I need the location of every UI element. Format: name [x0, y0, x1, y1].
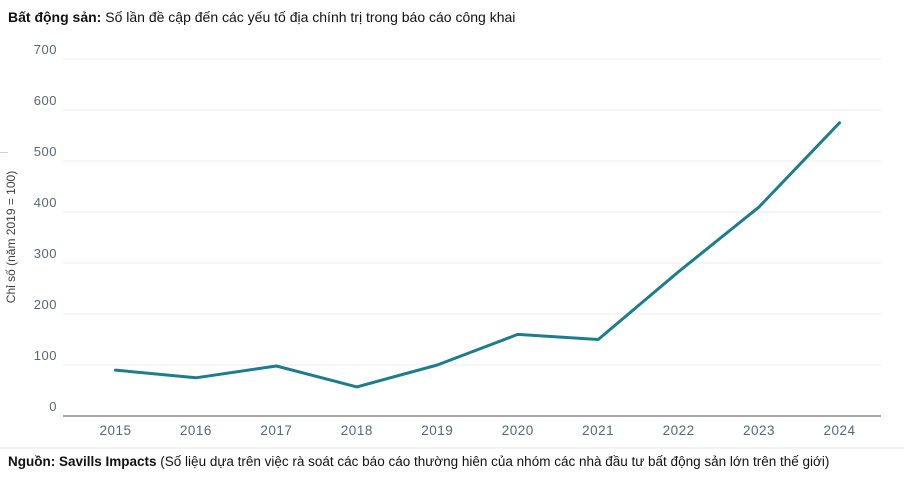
x-tick-label: 2016 — [180, 423, 212, 438]
x-tick-label: 2021 — [582, 423, 614, 438]
y-tick-label: 400 — [34, 195, 57, 210]
source-note-rest: (Số liệu dựa trên việc rà soát các báo c… — [156, 454, 830, 469]
source-note-bold: Nguồn: Savills Impacts — [8, 454, 157, 469]
data-line-series — [114, 121, 841, 389]
x-tick-label: 2020 — [502, 423, 534, 438]
x-tick-label: 2022 — [663, 423, 695, 438]
y-tick-label: 500 — [34, 144, 57, 159]
x-tick-label: 2023 — [743, 423, 775, 438]
y-tick-label: 200 — [34, 297, 57, 312]
x-tick-label: 2017 — [260, 423, 292, 438]
y-tick-label: 600 — [34, 93, 57, 108]
x-tick-label: 2019 — [421, 423, 453, 438]
y-tick-label: 0 — [49, 399, 57, 414]
source-note: Nguồn: Savills Impacts (Số liệu dựa trên… — [8, 454, 829, 469]
chart-title-bold: Bất động sản: — [8, 9, 102, 25]
x-tick-label: 2015 — [99, 423, 131, 438]
chart-title-rest: Số lần đề cập đến các yếu tố địa chính t… — [101, 9, 516, 25]
chart-title: Bất động sản: Số lần đề cập đến các yếu … — [8, 9, 515, 25]
y-tick-label: 700 — [34, 42, 57, 57]
x-tick-label: 2018 — [341, 423, 373, 438]
y-tick-label: 300 — [34, 246, 57, 261]
y-tick-label: 100 — [34, 348, 57, 363]
x-tick-label: 2024 — [823, 423, 855, 438]
